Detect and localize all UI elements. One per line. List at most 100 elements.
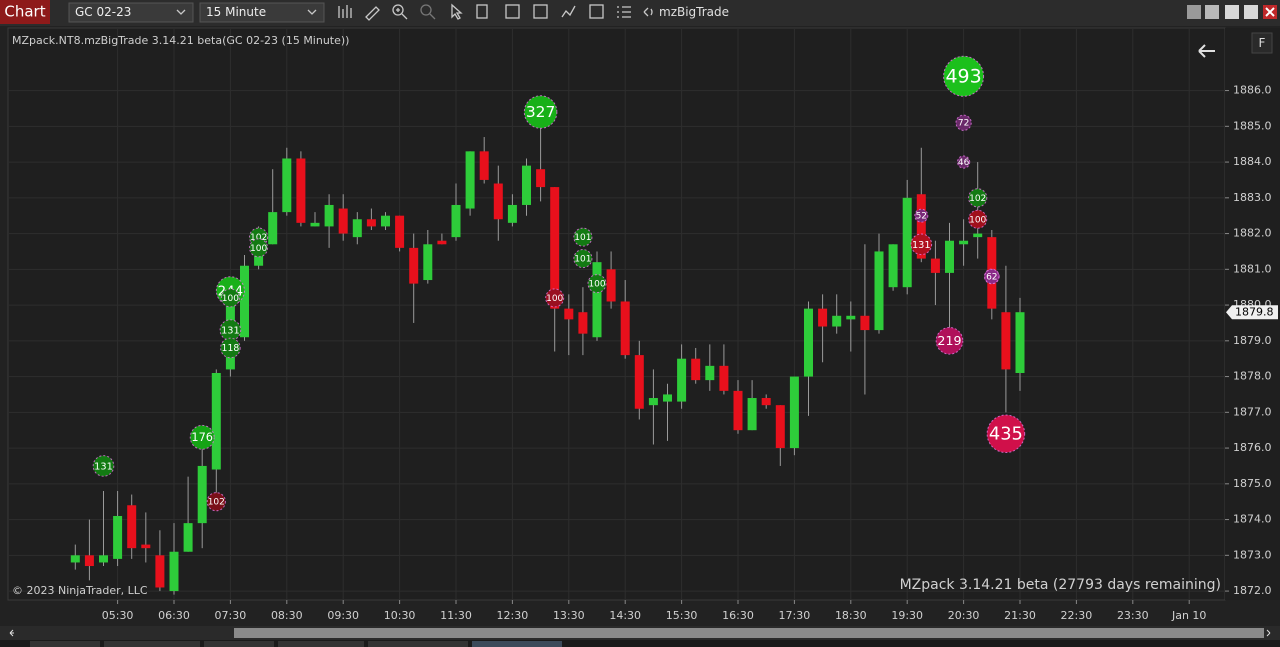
zoom-in-icon[interactable] <box>392 4 404 16</box>
strategies-icon[interactable] <box>533 4 548 19</box>
tab[interactable] <box>472 641 562 647</box>
x-tick-label: 11:30 <box>440 609 472 622</box>
candle-body <box>409 247 419 284</box>
y-tick-label: 1882.0 <box>1233 227 1272 240</box>
scroll-arrows[interactable] <box>9 629 1271 637</box>
candle-body <box>169 551 179 592</box>
candle-body <box>183 523 193 552</box>
tab[interactable] <box>278 641 364 647</box>
candle-body <box>818 308 828 327</box>
candle-body <box>338 208 348 234</box>
back-arrow[interactable] <box>1198 44 1215 58</box>
y-tick-label: 1879.0 <box>1233 334 1272 347</box>
candle-body <box>1001 312 1011 370</box>
big-trade-label: 72 <box>958 119 969 129</box>
panel-button[interactable] <box>1251 32 1273 54</box>
window-button[interactable] <box>1205 5 1219 19</box>
candle-body <box>663 394 672 402</box>
candle-body <box>282 158 292 213</box>
candle-body <box>860 315 870 331</box>
big-trade-bubble <box>220 337 241 359</box>
big-trade-bubble <box>968 209 988 229</box>
x-tick-label: 22:30 <box>1061 609 1093 622</box>
tab[interactable] <box>30 641 100 647</box>
interval-select[interactable] <box>199 2 325 23</box>
y-tick-label: 1883.0 <box>1233 191 1272 204</box>
big-trade-label: 102 <box>969 194 986 204</box>
pointer-icon[interactable] <box>451 3 463 20</box>
candle-body <box>874 251 884 331</box>
candle-body <box>804 308 813 377</box>
properties-icon[interactable] <box>476 4 488 19</box>
big-trade-bubble <box>206 492 226 512</box>
y-tick-label: 1878.0 <box>1233 370 1272 383</box>
big-trade-label: 131 <box>912 240 931 251</box>
big-trade-bubble <box>955 114 972 131</box>
tab[interactable] <box>368 641 468 647</box>
toolbar-icons[interactable] <box>338 3 653 21</box>
candle-body <box>902 197 912 288</box>
sound-icon[interactable] <box>643 7 653 17</box>
candle-body <box>211 372 221 470</box>
candle-body <box>775 405 785 449</box>
candle-body <box>578 312 588 334</box>
x-tick-label: 23:30 <box>1117 609 1149 622</box>
last-price-label: 1879.8 <box>1235 306 1274 319</box>
candle-body <box>1015 312 1025 373</box>
candle-body <box>550 187 560 309</box>
candle-body <box>197 465 207 524</box>
bars-icon[interactable] <box>338 5 352 18</box>
big-trade-label: 131 <box>94 461 113 472</box>
big-trade-bubble <box>249 238 269 258</box>
analyzer-icon[interactable] <box>589 4 604 19</box>
tab[interactable] <box>204 641 274 647</box>
zoom-out-icon[interactable] <box>429 13 436 20</box>
big-trade-bubble <box>573 249 593 269</box>
instrument-select[interactable] <box>68 2 194 23</box>
minimize-button[interactable] <box>1225 5 1239 19</box>
y-tick-label: 1873.0 <box>1233 548 1272 561</box>
plot-area <box>7 27 1226 601</box>
dropdown-arrow <box>307 9 317 15</box>
maximize-button[interactable] <box>1244 5 1258 19</box>
candle-body <box>240 265 249 338</box>
candle-body <box>395 215 405 248</box>
title-tab[interactable] <box>0 0 50 24</box>
list-icon[interactable] <box>617 6 631 18</box>
tab[interactable] <box>104 641 200 647</box>
draw-icon[interactable] <box>365 6 380 21</box>
x-tick-label: 10:30 <box>384 609 416 622</box>
candle-body <box>592 262 602 338</box>
candle-body <box>155 555 165 588</box>
zoom-in-icon[interactable] <box>396 8 408 20</box>
scroll-thumb[interactable] <box>234 628 1264 638</box>
zoom-out-icon[interactable] <box>420 4 432 16</box>
candle-body <box>479 151 489 180</box>
candle-body <box>507 204 517 223</box>
indicators-icon[interactable] <box>561 5 576 18</box>
candle-body <box>451 204 461 238</box>
candle-body <box>437 240 447 245</box>
candle-body <box>789 376 799 449</box>
window-button[interactable] <box>1187 5 1201 19</box>
candle-body <box>522 165 531 205</box>
candle-body <box>366 219 376 227</box>
candle-body <box>930 258 940 273</box>
indicator-label: MZpack.NT8.mzBigTrade 3.14.21 beta(GC 02… <box>12 34 349 47</box>
template-icon[interactable] <box>505 4 520 19</box>
candle-body <box>916 194 926 259</box>
y-tick-label: 1881.0 <box>1233 262 1272 275</box>
x-tick-label: 20:30 <box>948 609 980 622</box>
big-trade-bubble <box>587 274 607 294</box>
candle-body <box>493 183 503 220</box>
candle-body <box>648 398 658 406</box>
candle-body <box>564 308 574 320</box>
big-trade-label: 327 <box>526 103 556 121</box>
big-trade-label: 435 <box>989 423 1023 444</box>
x-tick-label: 08:30 <box>271 609 303 622</box>
candle-body <box>733 390 743 431</box>
y-tick-label: 1876.0 <box>1233 441 1272 454</box>
big-trade-label: 102 <box>250 233 267 243</box>
interval: 15 Minute <box>206 5 266 19</box>
big-trade-label: 101 <box>574 255 591 265</box>
